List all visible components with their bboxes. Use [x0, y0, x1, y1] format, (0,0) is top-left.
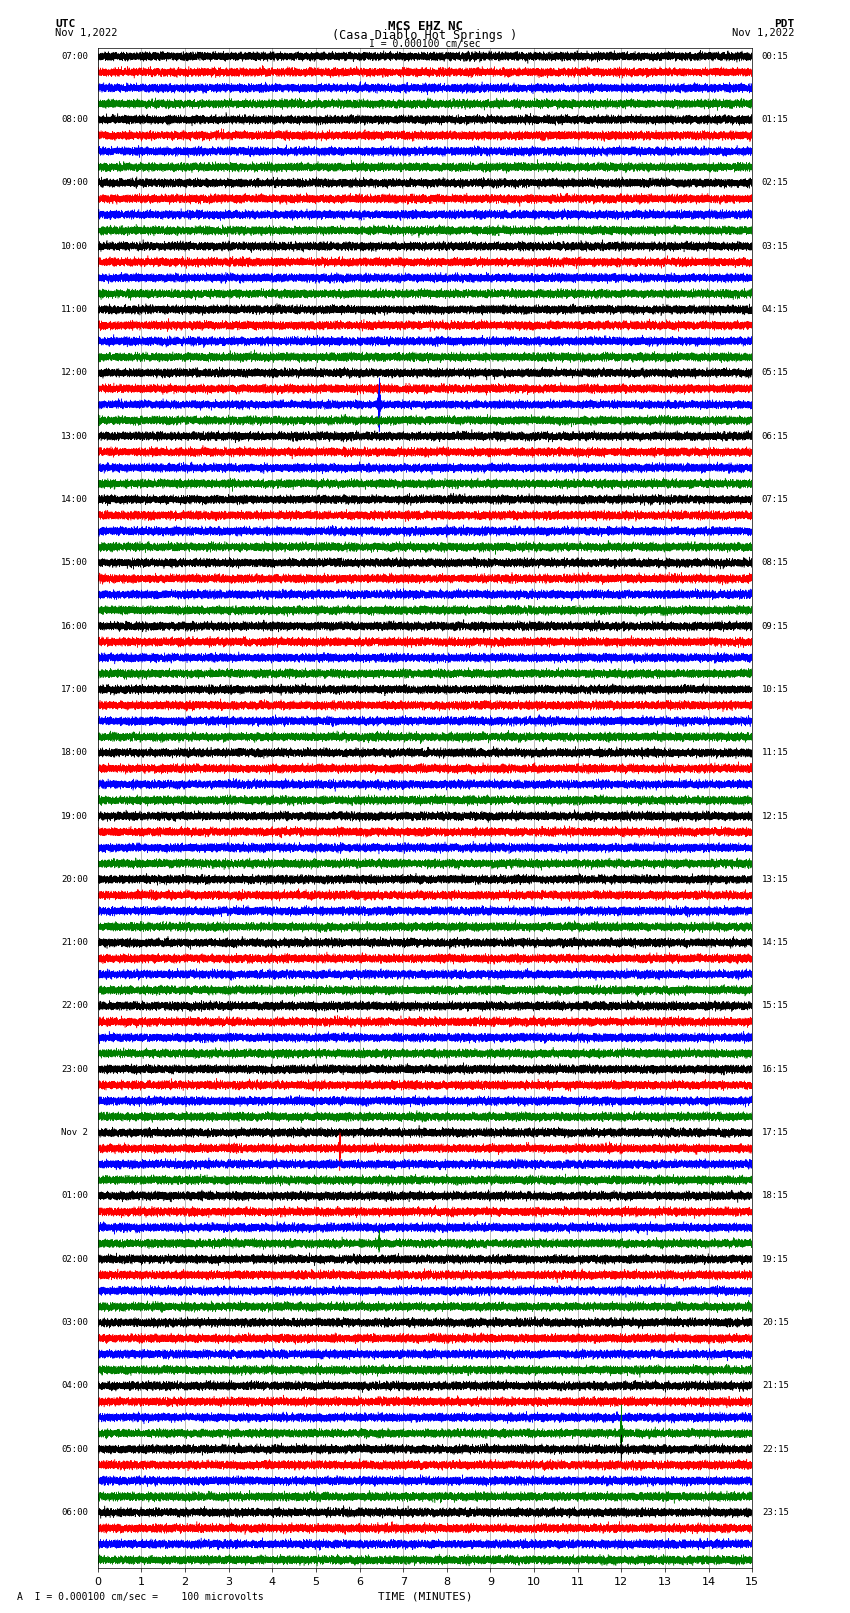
Text: 19:15: 19:15	[762, 1255, 789, 1263]
Text: 17:00: 17:00	[61, 686, 88, 694]
Text: 18:00: 18:00	[61, 748, 88, 756]
Text: 22:15: 22:15	[762, 1445, 789, 1453]
Text: 20:15: 20:15	[762, 1318, 789, 1327]
Text: 02:15: 02:15	[762, 179, 789, 187]
Text: Nov 1,2022: Nov 1,2022	[732, 29, 795, 39]
Text: 01:15: 01:15	[762, 115, 789, 124]
Text: 20:00: 20:00	[61, 874, 88, 884]
Text: 19:00: 19:00	[61, 811, 88, 821]
Text: 21:00: 21:00	[61, 939, 88, 947]
Text: 05:15: 05:15	[762, 368, 789, 377]
Text: A  I = 0.000100 cm/sec =    100 microvolts: A I = 0.000100 cm/sec = 100 microvolts	[17, 1592, 264, 1602]
Text: 15:00: 15:00	[61, 558, 88, 568]
Text: 07:00: 07:00	[61, 52, 88, 61]
Text: Nov 1,2022: Nov 1,2022	[55, 29, 118, 39]
Text: 02:00: 02:00	[61, 1255, 88, 1263]
Text: 01:00: 01:00	[61, 1192, 88, 1200]
Text: 23:15: 23:15	[762, 1508, 789, 1516]
Text: 12:15: 12:15	[762, 811, 789, 821]
Text: 23:00: 23:00	[61, 1065, 88, 1074]
Text: 15:15: 15:15	[762, 1002, 789, 1010]
Text: 12:00: 12:00	[61, 368, 88, 377]
Text: 18:15: 18:15	[762, 1192, 789, 1200]
Text: 03:15: 03:15	[762, 242, 789, 250]
Text: 17:15: 17:15	[762, 1127, 789, 1137]
Text: 09:00: 09:00	[61, 179, 88, 187]
Text: 10:00: 10:00	[61, 242, 88, 250]
Text: I = 0.000100 cm/sec: I = 0.000100 cm/sec	[369, 39, 481, 48]
Text: 11:15: 11:15	[762, 748, 789, 756]
X-axis label: TIME (MINUTES): TIME (MINUTES)	[377, 1590, 473, 1602]
Text: 09:15: 09:15	[762, 621, 789, 631]
Text: 14:00: 14:00	[61, 495, 88, 503]
Text: 00:15: 00:15	[762, 52, 789, 61]
Text: 22:00: 22:00	[61, 1002, 88, 1010]
Text: 10:15: 10:15	[762, 686, 789, 694]
Text: 04:00: 04:00	[61, 1381, 88, 1390]
Text: 08:15: 08:15	[762, 558, 789, 568]
Text: 07:15: 07:15	[762, 495, 789, 503]
Text: 14:15: 14:15	[762, 939, 789, 947]
Text: (Casa Diablo Hot Springs ): (Casa Diablo Hot Springs )	[332, 29, 518, 42]
Text: 08:00: 08:00	[61, 115, 88, 124]
Text: 11:00: 11:00	[61, 305, 88, 315]
Text: 16:15: 16:15	[762, 1065, 789, 1074]
Text: 13:00: 13:00	[61, 432, 88, 440]
Text: MCS EHZ NC: MCS EHZ NC	[388, 19, 462, 34]
Text: Nov 2: Nov 2	[61, 1127, 88, 1137]
Text: 06:15: 06:15	[762, 432, 789, 440]
Text: 16:00: 16:00	[61, 621, 88, 631]
Text: 13:15: 13:15	[762, 874, 789, 884]
Text: 04:15: 04:15	[762, 305, 789, 315]
Text: 06:00: 06:00	[61, 1508, 88, 1516]
Text: PDT: PDT	[774, 19, 795, 29]
Text: 21:15: 21:15	[762, 1381, 789, 1390]
Text: 05:00: 05:00	[61, 1445, 88, 1453]
Text: UTC: UTC	[55, 19, 76, 29]
Text: 03:00: 03:00	[61, 1318, 88, 1327]
